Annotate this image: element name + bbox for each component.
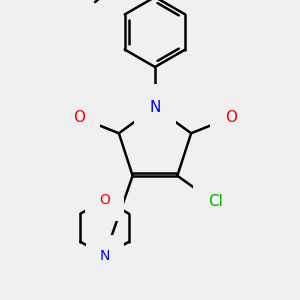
Text: N: N: [149, 100, 161, 115]
Text: O: O: [225, 110, 237, 125]
Text: N: N: [100, 249, 110, 263]
Text: O: O: [73, 110, 85, 125]
Text: O: O: [99, 193, 110, 207]
Text: Cl: Cl: [208, 194, 223, 209]
